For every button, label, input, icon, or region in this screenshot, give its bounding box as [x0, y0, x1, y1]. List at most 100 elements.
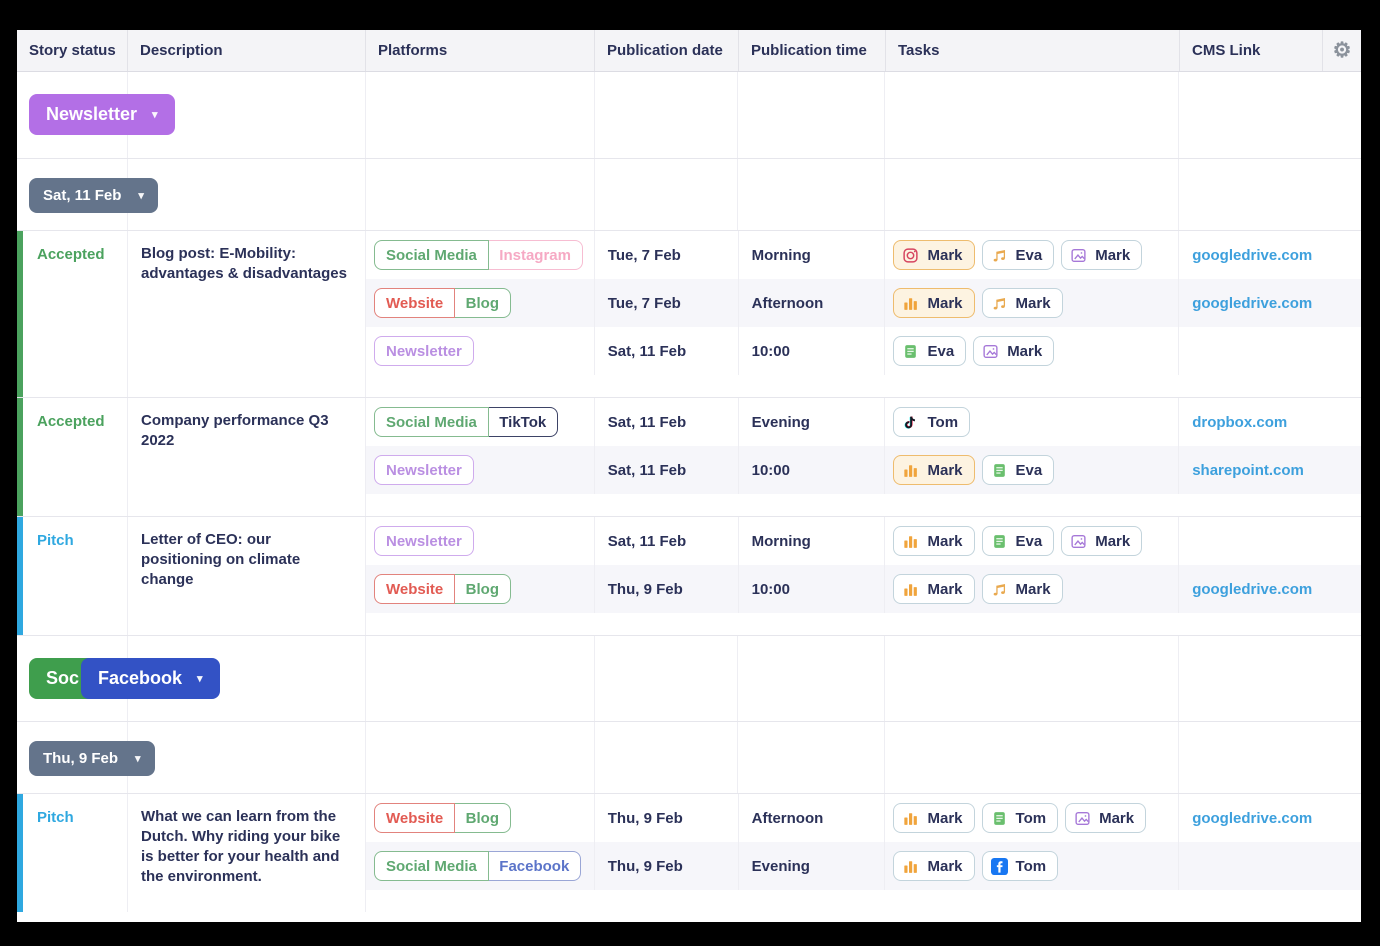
task-chip[interactable]: Mark	[893, 574, 975, 604]
publication-time-value: Evening	[751, 857, 810, 875]
platform-chip-social-media[interactable]: Social Media	[374, 240, 489, 270]
publication-time-cell[interactable]: Evening	[737, 842, 885, 890]
story-description-cell[interactable]: What we can learn from the Dutch. Why ri…	[127, 794, 365, 912]
chevron-down-icon: ▾	[197, 673, 203, 685]
cms-link[interactable]: dropbox.com	[1192, 413, 1288, 431]
platform-chip-blog[interactable]: Blog	[453, 574, 511, 604]
group-button-facebook[interactable]: Facebook ▾	[81, 658, 220, 699]
story-description-cell[interactable]: Blog post: E-Mobility: advantages & disa…	[127, 231, 365, 397]
column-header-cms-link: CMS Link	[1179, 30, 1322, 71]
cms-link[interactable]: sharepoint.com	[1192, 461, 1304, 479]
grid-cell	[1178, 72, 1361, 158]
story-description-cell[interactable]: Letter of CEO: our positioning on climat…	[127, 517, 365, 635]
chart-icon	[902, 858, 919, 875]
publication-subrows: Social Media Instagram Tue, 7 Feb Morning Ma…	[365, 231, 1361, 397]
settings-cell[interactable]: ⚙	[1322, 30, 1361, 71]
publication-time-value: Evening	[751, 413, 810, 431]
publication-date-cell[interactable]: Thu, 9 Feb	[593, 794, 738, 842]
task-chip[interactable]: Tom	[893, 407, 971, 437]
publication-time-cell[interactable]: 10:00	[737, 565, 885, 613]
task-chip[interactable]: Eva	[981, 455, 1055, 485]
group-button-newsletter[interactable]: Newsletter ▾	[29, 94, 175, 135]
task-chip[interactable]: Mark	[893, 851, 975, 881]
platform-chip-website[interactable]: Website	[374, 803, 456, 833]
task-chip[interactable]: Mark	[893, 455, 975, 485]
cms-link[interactable]: googledrive.com	[1192, 809, 1313, 827]
story-status-cell[interactable]: Pitch	[17, 517, 127, 635]
assignee-name: Eva	[1015, 246, 1043, 264]
task-chip[interactable]: Eva	[981, 240, 1055, 270]
platform-chip-website[interactable]: Website	[374, 574, 456, 604]
publication-time-cell[interactable]: Afternoon	[737, 279, 885, 327]
task-chip[interactable]: Mark	[893, 240, 975, 270]
publication-time-cell[interactable]: Morning	[737, 231, 885, 279]
story-status-cell[interactable]: Accepted	[17, 231, 127, 397]
doc-icon	[902, 343, 919, 360]
task-chip[interactable]: Eva	[893, 336, 967, 366]
publication-time-value: 10:00	[751, 461, 790, 479]
publication-date-cell[interactable]: Sat, 11 Feb	[593, 517, 738, 565]
publication-row: Newsletter Sat, 11 Feb 10:00 Mark Eva sharepo…	[366, 446, 1361, 494]
task-chip[interactable]: Tom	[981, 851, 1059, 881]
task-chip[interactable]: Eva	[981, 526, 1055, 556]
platform-chip-social-media[interactable]: Social Media	[374, 851, 489, 881]
task-chip[interactable]: Tom	[981, 803, 1059, 833]
platform-chip-blog[interactable]: Blog	[453, 803, 511, 833]
publication-date-cell[interactable]: Tue, 7 Feb	[593, 279, 738, 327]
platform-chip-blog[interactable]: Blog	[453, 288, 511, 318]
grid-cell	[1178, 722, 1361, 793]
publication-date-cell[interactable]: Thu, 9 Feb	[593, 842, 738, 890]
publication-date-cell[interactable]: Tue, 7 Feb	[593, 231, 738, 279]
gear-icon[interactable]: ⚙	[1332, 39, 1352, 62]
platform-chip-instagram[interactable]: Instagram	[487, 240, 583, 270]
column-header-story-status: Story status	[29, 42, 116, 59]
task-chip[interactable]: Mark	[981, 288, 1063, 318]
task-chip[interactable]: Mark	[1061, 526, 1143, 556]
story-status-cell[interactable]: Pitch	[17, 794, 127, 912]
cms-link[interactable]: googledrive.com	[1192, 294, 1313, 312]
platform-chip-website[interactable]: Website	[374, 288, 456, 318]
publication-row: Newsletter Sat, 11 Feb 10:00 Eva Mark	[366, 327, 1361, 375]
grid-cell	[737, 636, 884, 721]
platform-chip-facebook[interactable]: Facebook	[487, 851, 582, 881]
music-icon	[991, 247, 1008, 264]
group-button-label: Newsletter	[46, 104, 138, 124]
date-group-button-thu-9-feb[interactable]: Thu, 9 Feb ▾	[29, 741, 155, 776]
platform-chip-tiktok[interactable]: TikTok	[487, 407, 559, 437]
platform-chip-newsletter[interactable]: Newsletter	[374, 526, 474, 556]
content-planner-table: Story status Description Platforms Publi…	[17, 30, 1361, 922]
task-chip[interactable]: Mark	[973, 336, 1055, 366]
platform-chip-newsletter[interactable]: Newsletter	[374, 455, 474, 485]
task-chip[interactable]: Mark	[981, 574, 1063, 604]
date-group-label: Thu, 9 Feb	[43, 750, 118, 767]
task-chip[interactable]: Mark	[1061, 240, 1143, 270]
cms-link[interactable]: googledrive.com	[1192, 580, 1313, 598]
platform-chip-social-media[interactable]: Social Media	[374, 407, 489, 437]
publication-time-value: Morning	[751, 532, 811, 550]
platform-group-row: Newsletter ▾	[17, 72, 1361, 158]
publication-time-cell[interactable]: 10:00	[737, 446, 885, 494]
publication-date-cell[interactable]: Sat, 11 Feb	[593, 398, 738, 446]
task-chip[interactable]: Mark	[1065, 803, 1147, 833]
task-chip[interactable]: Mark	[893, 526, 975, 556]
publication-date-cell[interactable]: Thu, 9 Feb	[593, 565, 738, 613]
publication-time-cell[interactable]: Afternoon	[737, 794, 885, 842]
tasks-cell: Mark Tom Mark	[884, 794, 1178, 842]
story-row: Pitch Letter of CEO: our positioning on c…	[17, 516, 1361, 635]
assignee-name: Mark	[1095, 532, 1131, 550]
publication-time-cell[interactable]: 10:00	[737, 327, 885, 375]
platforms-cell: Newsletter	[366, 517, 594, 565]
cms-link[interactable]: googledrive.com	[1192, 246, 1313, 264]
story-description-cell[interactable]: Company performance Q3 2022	[127, 398, 365, 516]
publication-time-cell[interactable]: Evening	[737, 398, 885, 446]
publication-date-cell[interactable]: Sat, 11 Feb	[593, 327, 738, 375]
publication-time-cell[interactable]: Morning	[737, 517, 885, 565]
platforms-cell: Social Media Instagram	[366, 231, 594, 279]
publication-date-cell[interactable]: Sat, 11 Feb	[593, 446, 738, 494]
story-status-cell[interactable]: Accepted	[17, 398, 127, 516]
task-chip[interactable]: Mark	[893, 803, 975, 833]
date-group-button-sat-11-feb[interactable]: Sat, 11 Feb ▾	[29, 178, 158, 213]
image-icon	[982, 343, 999, 360]
platform-chip-newsletter[interactable]: Newsletter	[374, 336, 474, 366]
task-chip[interactable]: Mark	[893, 288, 975, 318]
